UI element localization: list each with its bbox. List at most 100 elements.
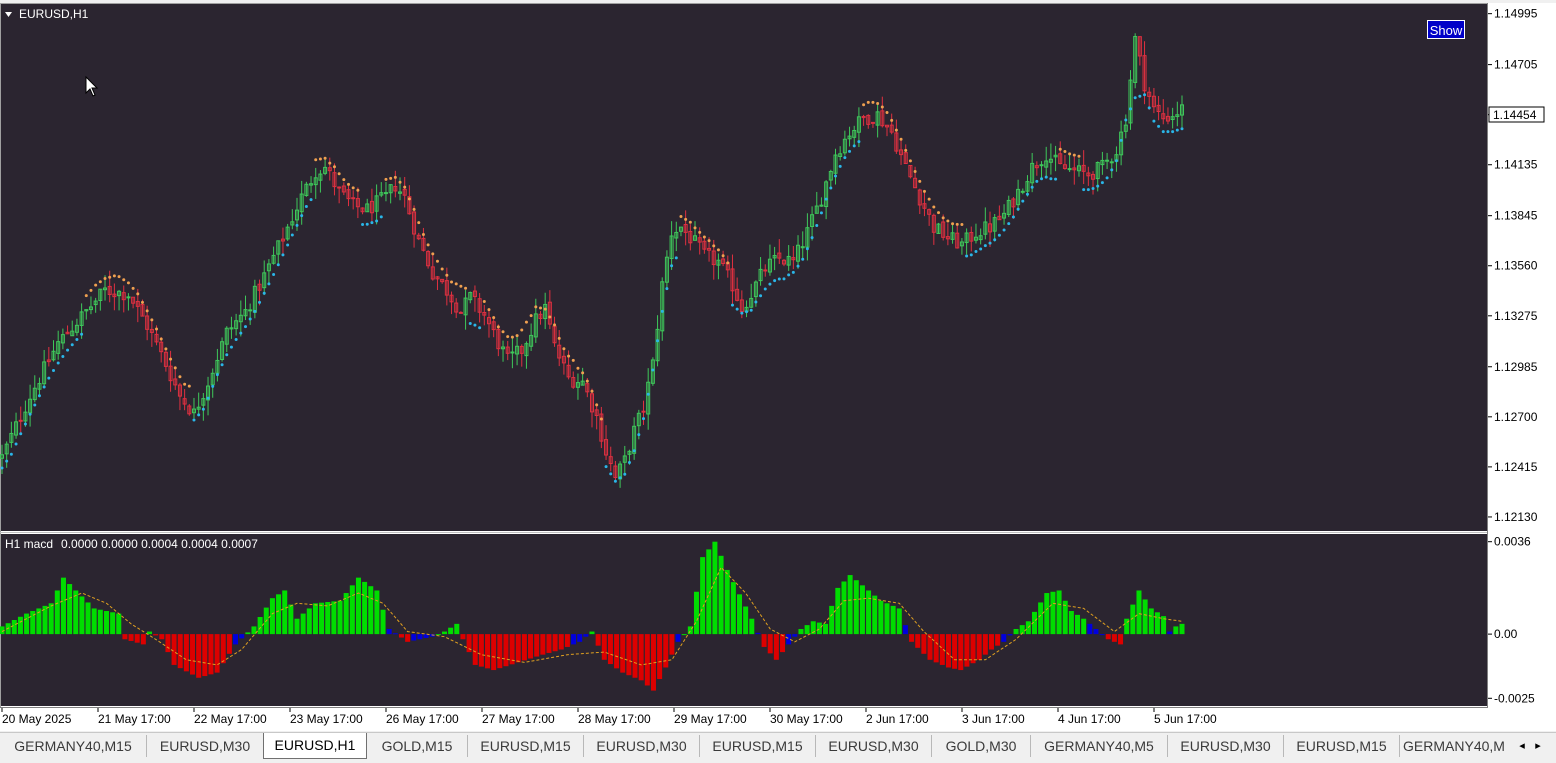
macd-bar <box>343 593 349 635</box>
candle-body <box>121 292 126 301</box>
trend-dot <box>993 238 997 242</box>
candle-body <box>590 393 594 413</box>
macd-tick-label: 0.0036 <box>1494 535 1531 549</box>
collapse-triangle-icon[interactable] <box>5 12 12 17</box>
candle-body <box>791 257 796 261</box>
trend-dot <box>679 215 683 219</box>
candle-body <box>505 346 510 354</box>
candle-body <box>1165 115 1170 122</box>
trend-dot <box>61 355 65 359</box>
tab-germany40-m5[interactable]: GERMANY40,M5 <box>1031 735 1168 757</box>
trend-dot <box>707 239 711 243</box>
trend-dot <box>103 277 107 281</box>
trend-dot <box>1128 107 1132 111</box>
candle-body <box>1076 165 1081 172</box>
mouse-cursor-icon <box>85 75 99 97</box>
tab-eurusd-h1[interactable]: EURUSD,H1 <box>263 733 367 759</box>
macd-bar <box>583 634 589 637</box>
price-panel[interactable] <box>1 4 1487 531</box>
candle-body <box>941 221 946 238</box>
candle-body <box>393 185 398 192</box>
trend-dot <box>787 273 791 277</box>
trend-dot <box>1058 147 1062 151</box>
trend-dot <box>37 394 41 398</box>
macd-bar <box>595 634 601 646</box>
candle-body <box>917 189 922 206</box>
tab-germany40-m[interactable]: GERMANY40,M <box>1403 738 1505 754</box>
candle-body <box>70 330 75 337</box>
tab-eurusd-m15-3[interactable]: EURUSD,M15 <box>1284 735 1400 757</box>
tab-eurusd-m30-4[interactable]: EURUSD,M30 <box>1168 735 1284 757</box>
macd-bar <box>48 603 54 635</box>
trend-dot <box>229 345 233 349</box>
trend-dot <box>562 347 566 351</box>
trend-dot <box>848 149 852 153</box>
trend-dot <box>904 148 908 152</box>
tab-scroll-left-icon[interactable]: ◂ <box>1519 740 1525 752</box>
candle-body <box>978 235 983 241</box>
macd-bar <box>153 634 159 636</box>
macd-bar <box>798 628 804 635</box>
macd-bar <box>540 634 546 655</box>
trend-dot <box>721 254 725 258</box>
candle-body <box>1100 159 1105 166</box>
trend-dot <box>342 178 346 182</box>
macd-bar <box>491 634 497 671</box>
tab-gold-m30[interactable]: GOLD,M30 <box>932 735 1031 757</box>
trend-dot <box>286 243 290 247</box>
trend-dot <box>478 326 482 330</box>
trend-dot <box>323 156 327 160</box>
candle-body <box>866 114 871 125</box>
candle-body <box>234 320 239 330</box>
trend-dot <box>857 140 861 144</box>
candle-body <box>959 241 964 247</box>
macd-bar <box>294 618 300 635</box>
tab-gold-m15[interactable]: GOLD,M15 <box>367 735 468 757</box>
candle-body <box>103 287 108 291</box>
trend-dot <box>337 172 341 176</box>
tab-scroll-right-icon[interactable]: ▸ <box>1535 740 1541 752</box>
macd-bar <box>626 634 632 676</box>
macd-bar <box>134 634 140 643</box>
candle-body <box>927 209 932 215</box>
trend-dot <box>632 449 636 453</box>
candle-body <box>964 232 969 244</box>
candle-body <box>131 296 136 304</box>
candle-body <box>126 296 131 299</box>
trend-dot <box>155 327 159 331</box>
tab-eurusd-m30-3[interactable]: EURUSD,M30 <box>816 735 932 757</box>
tab-eurusd-m30-2[interactable]: EURUSD,M30 <box>584 735 700 757</box>
candle-body <box>693 235 698 241</box>
candle-body <box>290 221 295 226</box>
macd-bar <box>589 631 595 635</box>
trend-dot <box>440 267 444 271</box>
candle-body <box>458 311 463 314</box>
candle-body <box>18 419 23 422</box>
trend-dot <box>618 476 622 480</box>
price-tick-label: 1.12130 <box>1494 510 1538 524</box>
candle-body <box>1142 55 1147 92</box>
macd-bar <box>233 634 239 645</box>
macd-signal-layer <box>1 566 1183 666</box>
candle-body <box>852 129 857 138</box>
trend-dot <box>14 442 18 446</box>
chart-canvas[interactable]: 1.149951.147051.144201.141351.138451.135… <box>0 3 1556 731</box>
macd-bar <box>239 634 245 639</box>
tab-eurusd-m15[interactable]: EURUSD,M15 <box>468 735 584 757</box>
candle-body <box>426 251 431 267</box>
candle-body <box>983 221 988 235</box>
candle-body <box>660 281 665 332</box>
candle-body <box>796 244 801 262</box>
show-button[interactable]: Show <box>1427 20 1465 39</box>
macd-bar <box>398 634 404 638</box>
macd-bar <box>337 600 343 635</box>
trend-dot <box>1171 130 1175 134</box>
tab-germany40-m15[interactable]: GERMANY40,M15 <box>0 735 147 757</box>
macd-bar <box>110 612 116 635</box>
candle-body <box>1072 167 1077 171</box>
tab-eurusd-m15-2[interactable]: EURUSD,M15 <box>700 735 816 757</box>
candle-body <box>1091 173 1096 180</box>
tab-eurusd-m30[interactable]: EURUSD,M30 <box>147 735 264 757</box>
candle-body <box>557 344 562 359</box>
candle-body <box>407 196 412 215</box>
